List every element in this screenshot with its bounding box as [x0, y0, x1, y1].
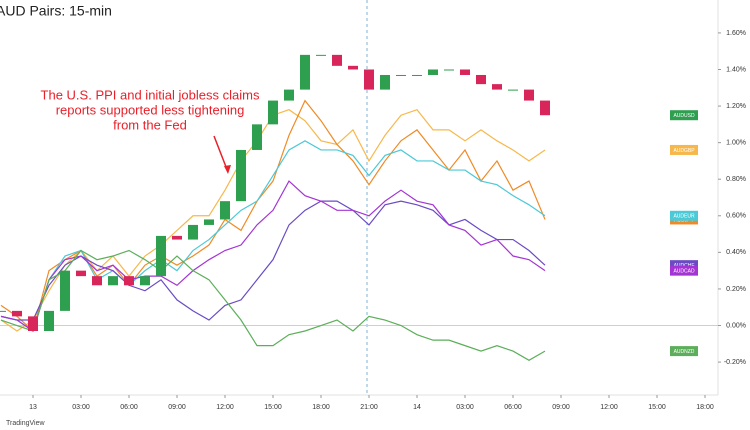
candle: [300, 54, 310, 90]
candle: [172, 235, 182, 240]
candle: [188, 224, 198, 240]
y-tick-label: 0.40%: [726, 249, 746, 256]
candle: [396, 74, 406, 76]
candle: [524, 89, 534, 101]
candle: [0, 310, 6, 312]
series-line: [0, 249, 546, 361]
candle: [412, 74, 422, 76]
annotation: reports supported less tightening: [56, 102, 245, 117]
candle: [492, 84, 502, 90]
x-tick-label: 03:00: [72, 404, 90, 411]
candle: [156, 235, 166, 277]
candle: [476, 74, 486, 85]
candle: [316, 54, 326, 56]
candle: [460, 69, 470, 75]
candle: [508, 89, 518, 91]
x-tick-label: 13: [29, 404, 37, 411]
series-line: [0, 140, 546, 332]
candle: [332, 54, 342, 66]
series-line: [0, 99, 546, 333]
candle: [60, 270, 70, 311]
candle: [268, 100, 278, 125]
candle: [204, 219, 214, 225]
series-tag: [670, 210, 698, 221]
y-tick-label: 0.80%: [726, 176, 746, 183]
series-line: [0, 200, 546, 321]
series-tag: [670, 346, 698, 357]
x-tick-label: 12:00: [216, 404, 234, 411]
candle: [124, 276, 134, 286]
x-tick-label: 06:00: [504, 404, 522, 411]
x-tick-label: 18:00: [696, 404, 714, 411]
x-tick-label: 03:00: [456, 404, 474, 411]
x-tick-label: 15:00: [264, 404, 282, 411]
y-tick-label: 0.20%: [726, 286, 746, 293]
candle: [252, 124, 262, 150]
series-tag: [670, 260, 698, 271]
y-tick-label: 1.20%: [726, 103, 746, 110]
x-tick-label: 12:00: [600, 404, 618, 411]
series-tag: [670, 144, 698, 155]
candle: [108, 276, 118, 286]
candle: [140, 276, 150, 286]
series-line: [0, 180, 546, 332]
legend-label: AUDEUR: [673, 214, 695, 220]
y-tick-label: 1.40%: [726, 66, 746, 73]
legend-label: AUDNZD: [674, 349, 695, 355]
x-tick-label: 09:00: [168, 404, 186, 411]
series-tag: [670, 265, 698, 276]
candle: [540, 100, 550, 116]
candle: [220, 201, 230, 220]
chart-title: AUD Pairs: 15-min: [0, 3, 112, 19]
candle: [92, 276, 102, 286]
y-tick-label: -0.20%: [724, 359, 746, 366]
x-tick-label: 09:00: [552, 404, 570, 411]
candle: [236, 149, 246, 202]
legend-label: AUDGBP: [673, 148, 695, 154]
candle: [364, 69, 374, 90]
watermark: TradingView: [6, 420, 45, 427]
y-tick-label: 1.00%: [726, 139, 746, 146]
legend-label: AUDUSD: [673, 113, 695, 119]
candle: [28, 316, 38, 331]
candle: [444, 69, 454, 71]
x-tick-label: 21:00: [360, 404, 378, 411]
annotation: The U.S. PPI and initial jobless claims: [41, 87, 260, 102]
candle: [12, 310, 22, 317]
series-tag: [670, 110, 698, 121]
candle: [284, 89, 294, 101]
legend-label: AUDCAD: [673, 268, 695, 274]
x-tick-label: 18:00: [312, 404, 330, 411]
candle: [76, 270, 86, 277]
x-tick-label: 14: [413, 404, 421, 411]
candle: [380, 74, 390, 90]
x-tick-label: 06:00: [120, 404, 138, 411]
y-tick-label: 0.00%: [726, 322, 746, 329]
candle: [348, 65, 358, 70]
candle: [428, 69, 438, 75]
y-tick-label: 1.60%: [726, 30, 746, 37]
arrow-head: [224, 165, 231, 174]
annotation: from the Fed: [113, 117, 187, 132]
y-tick-label: 0.60%: [726, 213, 746, 220]
candle: [44, 310, 54, 331]
x-tick-label: 15:00: [648, 404, 666, 411]
